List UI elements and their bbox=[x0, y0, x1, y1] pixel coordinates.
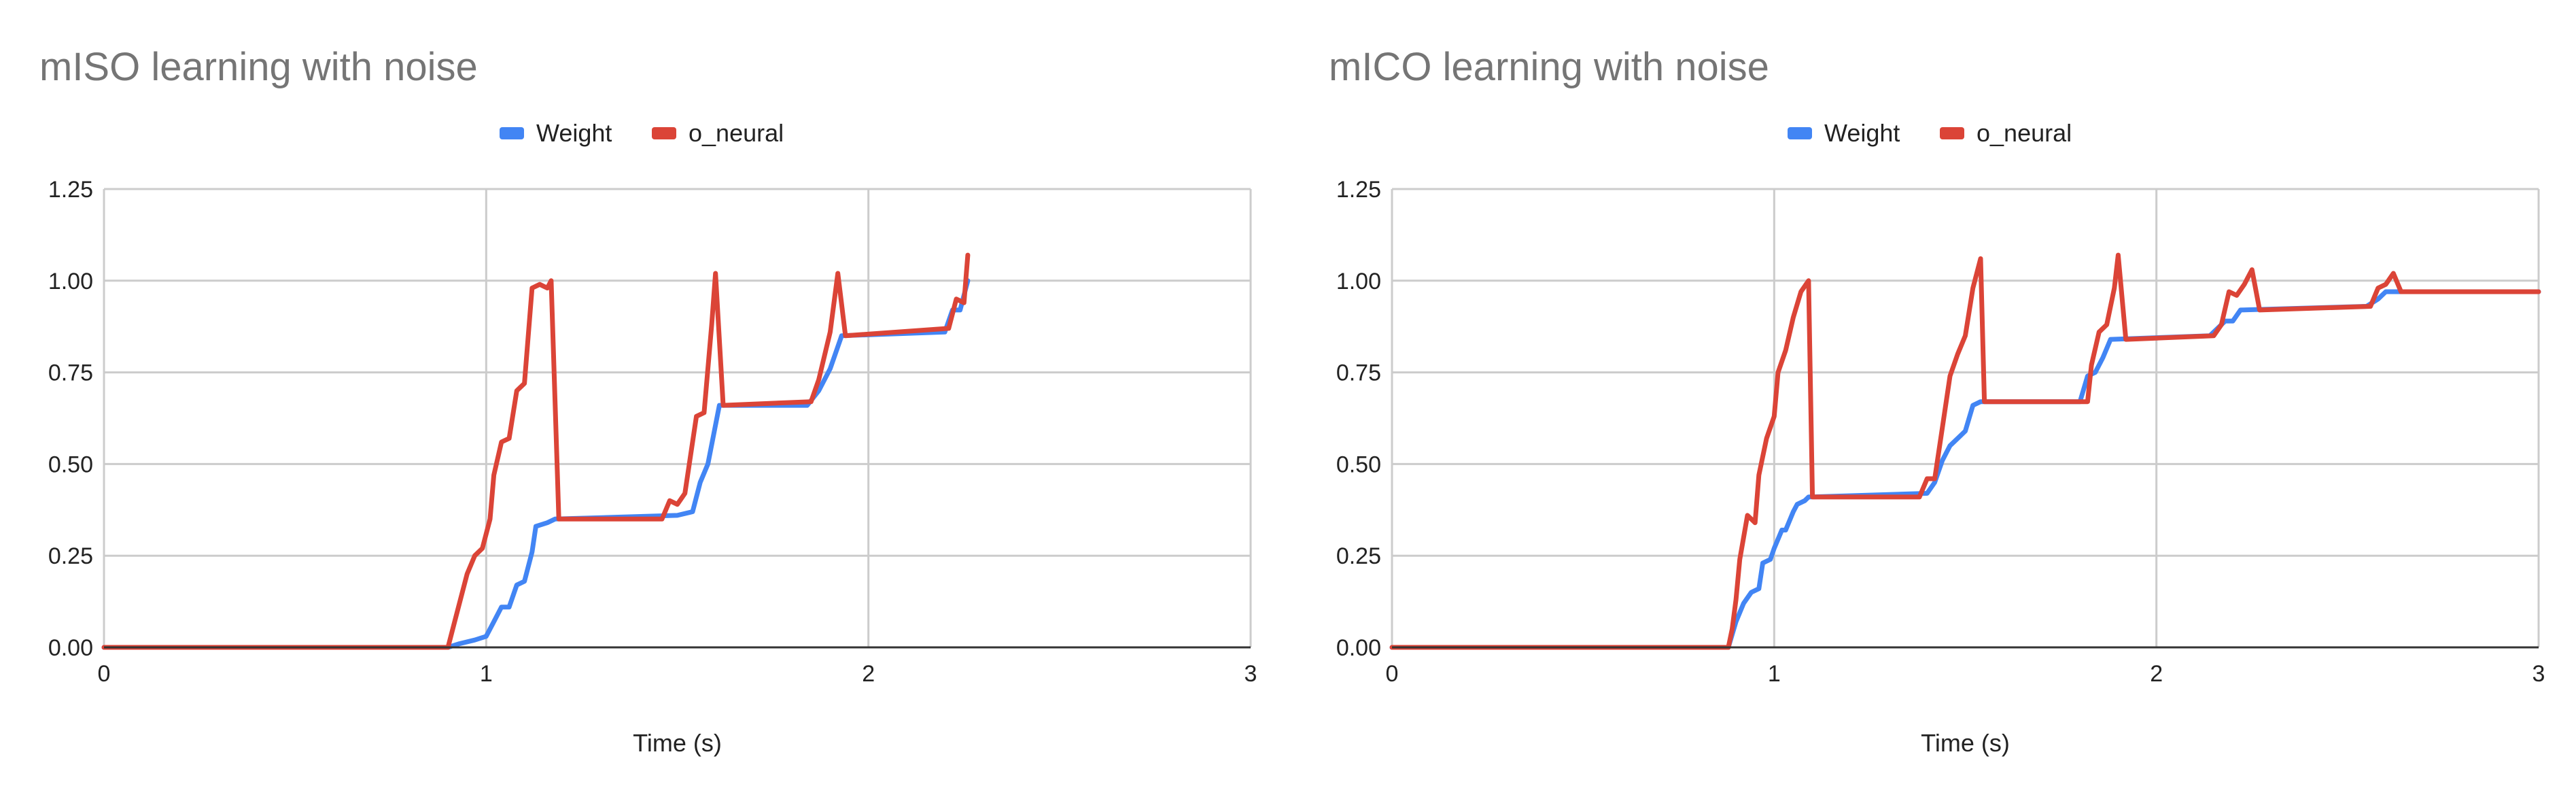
y-tick-label: 0.75 bbox=[48, 360, 93, 386]
legend-item[interactable]: Weight bbox=[1788, 119, 1900, 147]
legend-swatch bbox=[500, 127, 524, 139]
x-tick-label: 1 bbox=[480, 661, 493, 687]
legend-label: Weight bbox=[1824, 119, 1900, 147]
legend-label: Weight bbox=[536, 119, 612, 147]
legend-item[interactable]: o_neural bbox=[1940, 119, 2072, 147]
chart-title: mISO learning with noise bbox=[39, 45, 478, 89]
chart-mico: mICO learning with noise 0.00 0.25 0.50 0.75… bbox=[1329, 45, 2545, 757]
legend-swatch bbox=[1940, 127, 1964, 139]
y-tick-label: 0.25 bbox=[1336, 543, 1381, 569]
x-tick-label: 2 bbox=[862, 661, 875, 687]
y-tick-label: 0.00 bbox=[48, 635, 93, 661]
legend-item[interactable]: o_neural bbox=[652, 119, 784, 147]
series-line-weight bbox=[1389, 289, 2541, 650]
legend-swatch bbox=[1788, 127, 1812, 139]
legend-label: o_neural bbox=[689, 119, 784, 147]
x-axis-title: Time (s) bbox=[633, 729, 722, 757]
y-tick-label: 1.00 bbox=[48, 269, 93, 294]
series-line-weight bbox=[101, 278, 971, 650]
y-tick-label: 1.25 bbox=[48, 177, 93, 203]
x-tick-label: 2 bbox=[2150, 661, 2163, 687]
legend-item[interactable]: Weight bbox=[500, 119, 612, 147]
x-tick-label: 0 bbox=[98, 661, 111, 687]
x-tick-label: 0 bbox=[1386, 661, 1399, 687]
y-tick-label: 0.75 bbox=[1336, 360, 1381, 386]
y-tick-label: 0.00 bbox=[1336, 635, 1381, 661]
series-line-o-neural bbox=[1389, 252, 2541, 650]
chart-title: mICO learning with noise bbox=[1329, 45, 1769, 89]
series-line-o-neural bbox=[101, 252, 971, 650]
x-axis-title: Time (s) bbox=[1921, 729, 2010, 757]
y-tick-label: 0.50 bbox=[48, 452, 93, 477]
y-tick-label: 0.50 bbox=[1336, 452, 1381, 477]
legend-swatch bbox=[652, 127, 676, 139]
x-tick-label: 3 bbox=[1245, 661, 1257, 687]
y-tick-label: 1.00 bbox=[1336, 269, 1381, 294]
chart-miso: mISO learning with noise 0.00 0.25 0.50 0.75… bbox=[39, 45, 1257, 757]
y-tick-label: 1.25 bbox=[1336, 177, 1381, 203]
legend-label: o_neural bbox=[1977, 119, 2072, 147]
x-tick-label: 3 bbox=[2533, 661, 2545, 687]
y-tick-label: 0.25 bbox=[48, 543, 93, 569]
x-tick-label: 1 bbox=[1768, 661, 1781, 687]
